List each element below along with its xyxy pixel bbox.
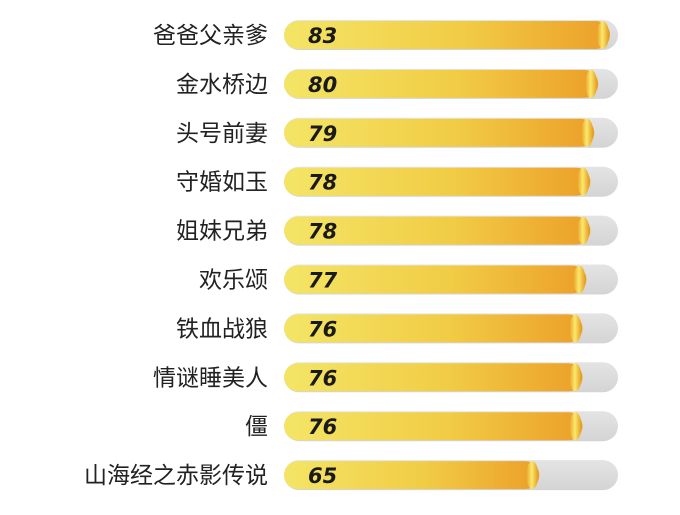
category-label: 姐妹兄弟 [176, 219, 268, 245]
bar-end-cap [597, 21, 609, 49]
category-label: 头号前妻 [176, 121, 268, 147]
category-label: 爸爸父亲爹 [153, 23, 268, 49]
bar-row: 铁血战狼 76 [176, 313, 618, 344]
bar-row: 金水桥边 80 [176, 68, 618, 99]
category-label: 铁血战狼 [176, 316, 268, 342]
value-label: 77 [308, 269, 338, 293]
value-label: 76 [308, 366, 337, 390]
bar [284, 167, 591, 196]
bar [284, 412, 583, 441]
bar [284, 363, 583, 392]
bar-row: 头号前妻 79 [176, 117, 618, 148]
value-label: 78 [308, 171, 337, 195]
bar-row: 情谜睡美人 76 [153, 362, 618, 393]
category-label: 欢乐颂 [199, 268, 268, 294]
bar [284, 314, 583, 343]
value-label: 80 [308, 73, 337, 97]
bar-end-cap [577, 216, 590, 245]
value-label: 76 [308, 415, 337, 439]
bar [284, 265, 587, 294]
bar-row: 山海经之赤影传说 65 [84, 460, 618, 491]
bar-row: 姐妹兄弟 78 [176, 215, 618, 246]
bar-end-cap [526, 461, 539, 490]
bar-row: 欢乐颂 77 [199, 264, 618, 295]
bar-row: 爸爸父亲爹 83 [153, 20, 618, 50]
value-label: 76 [308, 317, 337, 341]
category-label: 山海经之赤影传说 [84, 463, 268, 489]
bar [284, 21, 610, 49]
bar-end-cap [585, 69, 598, 98]
bar [284, 118, 595, 147]
bar-row: 僵 76 [245, 411, 618, 442]
bar-end-cap [577, 167, 590, 196]
bar-rows: 爸爸父亲爹 83 金水桥边 80 头号前妻 79 守婚如玉 78 姐妹兄弟 78 欢乐颂 77 铁血战狼… [84, 20, 618, 491]
category-label: 守婚如玉 [176, 170, 268, 196]
value-label: 65 [308, 464, 337, 488]
value-label: 78 [308, 220, 337, 244]
category-label: 金水桥边 [176, 72, 268, 98]
value-label: 79 [308, 122, 337, 146]
category-label: 僵 [245, 414, 268, 440]
bar-end-cap [573, 265, 586, 294]
value-label: 83 [308, 24, 337, 48]
bar-end-cap [569, 314, 582, 343]
bar-row: 守婚如玉 78 [176, 166, 618, 197]
bar-end-cap [569, 412, 582, 441]
bar [284, 216, 591, 245]
category-label: 情谜睡美人 [153, 365, 268, 391]
bar [284, 69, 599, 98]
bar-end-cap [569, 363, 582, 392]
bar [284, 461, 540, 490]
bar-end-cap [581, 118, 594, 147]
